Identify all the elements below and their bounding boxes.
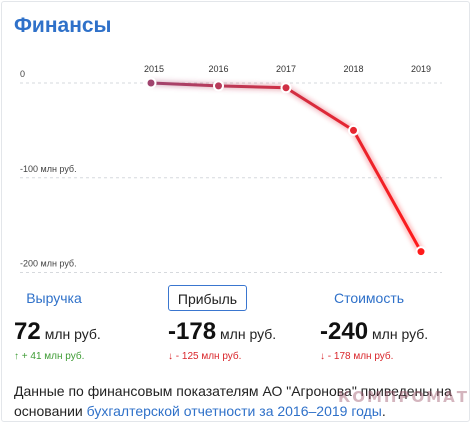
x-tick-label: 2017 bbox=[276, 64, 296, 74]
revenue-unit: млн руб. bbox=[44, 326, 101, 342]
data-point[interactable] bbox=[213, 80, 224, 92]
section-title: Финансы bbox=[14, 14, 112, 37]
profit-change: ↓ - 125 млн руб. bbox=[168, 351, 242, 362]
profit-line-chart: 0 -100 млн руб. -200 млн руб. 2015 2016 2017… bbox=[20, 64, 442, 273]
x-tick-label: 2018 bbox=[343, 64, 363, 74]
series-line bbox=[149, 81, 423, 254]
source-report-link[interactable]: бухгалтерской отчетности за 2016–2019 го… bbox=[86, 403, 382, 419]
data-point[interactable] bbox=[348, 124, 359, 136]
value-metric: -240 млн руб. bbox=[320, 318, 428, 346]
tab-value[interactable]: Стоимость bbox=[333, 290, 405, 306]
value-value: -240 bbox=[320, 318, 369, 345]
revenue-metric: 72 млн руб. bbox=[14, 318, 101, 346]
tab-profit[interactable]: Прибыль bbox=[168, 285, 247, 311]
value-unit: млн руб. bbox=[372, 326, 429, 342]
revenue-value: 72 bbox=[14, 318, 41, 345]
source-note-end: . bbox=[381, 403, 386, 419]
metric-tabs: Выручка Прибыль Стоимость bbox=[2, 285, 469, 313]
y-tick-label: -100 млн руб. bbox=[20, 164, 77, 174]
source-note-text: Данные по финансовым показателям АО "Агр… bbox=[14, 383, 452, 419]
value-change: ↓ - 178 млн руб. bbox=[320, 351, 394, 362]
profit-unit: млн руб. bbox=[220, 326, 277, 342]
data-point[interactable] bbox=[145, 77, 157, 89]
watermark-logo: КОМПРОМАТ bbox=[337, 388, 469, 406]
x-tick-label: 2015 bbox=[144, 64, 164, 74]
data-point[interactable] bbox=[415, 246, 427, 258]
series-line-glow bbox=[150, 80, 424, 254]
tab-revenue[interactable]: Выручка bbox=[26, 290, 82, 306]
x-tick-label: 2019 bbox=[411, 64, 431, 74]
profit-value: -178 bbox=[168, 318, 217, 345]
x-tick-label: 2016 bbox=[208, 64, 228, 74]
revenue-change: ↑ + 41 млн руб. bbox=[14, 351, 85, 362]
source-note: Данные по финансовым показателям АО "Агр… bbox=[14, 381, 459, 421]
data-point[interactable] bbox=[280, 82, 292, 94]
y-tick-label: -200 млн руб. bbox=[20, 259, 77, 269]
profit-metric: -178 млн руб. bbox=[168, 318, 276, 346]
y-tick-label: 0 bbox=[20, 69, 25, 79]
